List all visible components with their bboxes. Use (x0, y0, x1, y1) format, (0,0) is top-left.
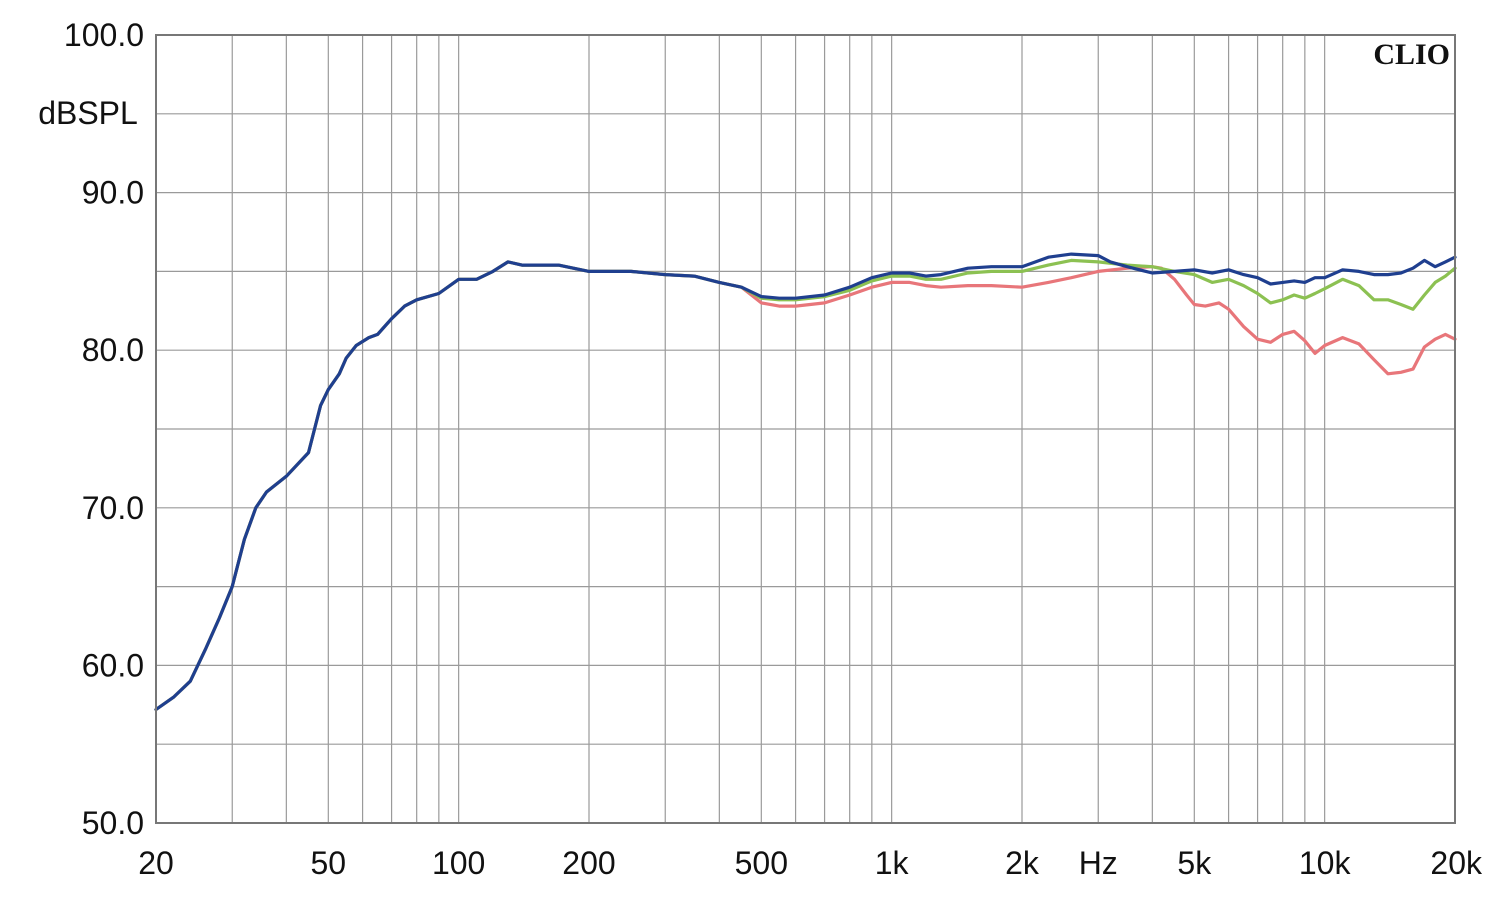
y-tick-label: 100.0 (64, 17, 144, 53)
x-tick-label: 200 (562, 845, 615, 881)
y-tick-label: 50.0 (82, 805, 144, 841)
plot-frame (155, 34, 1456, 824)
x-tick-label: 20 (138, 845, 174, 881)
y-tick-label: 60.0 (82, 647, 144, 683)
x-tick-label: 20k (1430, 845, 1483, 881)
series-line-3 (154, 252, 1457, 712)
series-group (154, 252, 1457, 712)
series-line-2 (154, 258, 1457, 712)
x-tick-label: 500 (735, 845, 788, 881)
series-line-1 (154, 260, 1457, 712)
x-tick-label: 10k (1299, 845, 1352, 881)
y-axis-label: dBSPL (38, 95, 138, 131)
x-tick-label: 5k (1177, 845, 1212, 881)
x-tick-label: 2k (1005, 845, 1040, 881)
y-tick-labels: 50.0 60.0 70.0 80.0 90.0 100.0 (64, 17, 144, 841)
y-tick-label: 80.0 (82, 332, 144, 368)
x-tick-labels: 20 50 100 200 500 1k 2k 5k 10k 20k (138, 845, 1483, 881)
x-tick-label: 1k (875, 845, 910, 881)
y-tick-label: 70.0 (82, 490, 144, 526)
y-tick-label: 90.0 (82, 175, 144, 211)
grid (155, 34, 1456, 824)
x-tick-label: 50 (311, 845, 347, 881)
x-tick-label: 100 (432, 845, 485, 881)
clio-brand-label: CLIO (1373, 38, 1450, 71)
x-axis-unit-label: Hz (1079, 845, 1118, 881)
